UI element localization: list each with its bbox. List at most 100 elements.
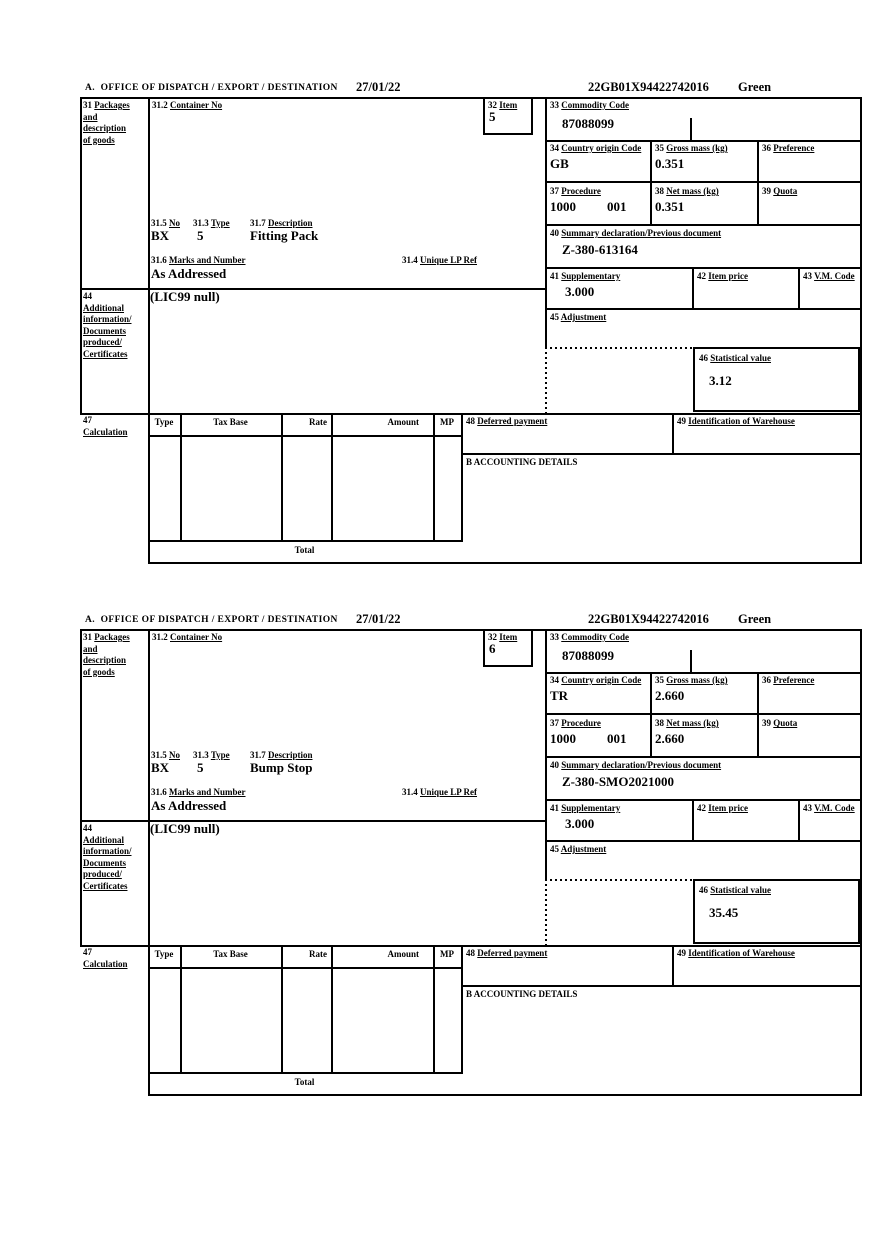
- divider: [80, 820, 547, 822]
- divider: [798, 799, 800, 842]
- divider: [757, 140, 759, 226]
- box34-label: 34 Country origin Code: [550, 675, 642, 685]
- dotted-divider: [545, 879, 695, 881]
- net-mass-value: 2.660: [655, 731, 685, 746]
- box34-label: 34 Country origin Code: [550, 143, 642, 153]
- commodity-subdivider: [690, 650, 692, 672]
- box31-4-label: 31.4 Unique LP Ref: [402, 255, 478, 265]
- box31-6-label: 31.6 Marks and Number: [151, 255, 246, 265]
- gross-mass-value: 0.351: [655, 156, 685, 171]
- box32-item: 32 Item 5: [483, 97, 533, 135]
- col-rate-header: Rate: [309, 949, 327, 959]
- commodity-code-value: 87088099: [562, 648, 614, 663]
- col-mp-header: MP: [440, 949, 454, 959]
- box47-label: 47 Calculation: [83, 415, 128, 437]
- procedure-qualifier-value: 001: [607, 199, 627, 214]
- border-bottom: [148, 1094, 862, 1096]
- divider: [757, 672, 759, 758]
- divider: [148, 540, 463, 542]
- supplementary-value: 3.000: [565, 284, 595, 299]
- entry-reference: 22GB01X94422742016: [588, 612, 709, 626]
- col-type-header: Type: [154, 417, 174, 427]
- statistical-value: 35.45: [709, 905, 739, 920]
- declaration-item-block-6: A. OFFICE OF DISPATCH / EXPORT / DESTINA…: [80, 612, 862, 1160]
- box46-label: 46 Statistical value: [699, 353, 771, 363]
- divider: [180, 945, 182, 1074]
- divider: [148, 1072, 463, 1074]
- box41-label: 41 Supplementary: [550, 271, 621, 281]
- box38-label: 38 Net mass (kg): [655, 718, 719, 728]
- divider: [80, 288, 547, 290]
- box46-statistical-value: 46 Statistical value 35.45: [693, 879, 860, 944]
- divider: [545, 799, 862, 801]
- procedure-qualifier-value: 001: [607, 731, 627, 746]
- divider: [148, 435, 463, 437]
- divider: [148, 629, 150, 1096]
- box31-3-label: 31.3 Type: [193, 750, 230, 760]
- divider: [650, 672, 652, 758]
- divider: [545, 181, 862, 183]
- statistical-value: 3.12: [709, 373, 732, 388]
- col-tax-base-header: Tax Base: [213, 949, 248, 959]
- total-label: Total: [294, 1077, 315, 1087]
- box37-label: 37 Procedure: [550, 718, 601, 728]
- accounting-details-title: B ACCOUNTING DETAILS: [466, 989, 578, 999]
- box31-5-label: 31.5 No: [151, 218, 180, 228]
- box31-2-label: 31.2 Container No: [152, 100, 223, 110]
- divider: [692, 799, 694, 842]
- divider: [650, 140, 652, 226]
- col-type-header: Type: [154, 949, 174, 959]
- divider: [433, 945, 435, 1074]
- box32-label: 32 Item: [488, 632, 518, 642]
- packages-description-value: Fitting Pack: [250, 228, 319, 243]
- divider: [545, 756, 862, 758]
- commodity-code-value: 87088099: [562, 116, 614, 131]
- box39-label: 39 Quota: [762, 718, 798, 728]
- divider: [461, 413, 463, 542]
- col-rate-header: Rate: [309, 417, 327, 427]
- divider: [80, 945, 862, 947]
- declaration-sheet: 31 Packages and description of goods 31.…: [80, 97, 862, 564]
- divider: [545, 97, 547, 349]
- box40-label: 40 Summary declaration/Previous document: [550, 760, 722, 770]
- col-tax-base-header: Tax Base: [213, 417, 248, 427]
- box40-label: 40 Summary declaration/Previous document: [550, 228, 722, 238]
- packages-description-value: Bump Stop: [250, 760, 313, 775]
- divider: [148, 967, 463, 969]
- divider: [433, 413, 435, 542]
- border-bottom: [148, 562, 862, 564]
- box48-label: 48 Deferred payment: [466, 416, 548, 426]
- procedure-value: 1000: [550, 199, 576, 214]
- declaration-sheet: 31 Packages and description of goods 31.…: [80, 629, 862, 1096]
- item-number-value: 6: [489, 641, 496, 656]
- box42-label: 42 Item price: [697, 271, 748, 281]
- block-header: A. OFFICE OF DISPATCH / EXPORT / DESTINA…: [80, 612, 862, 629]
- box36-label: 36 Preference: [762, 143, 815, 153]
- box44-label: 44 Additional information/ Documents pro…: [83, 291, 132, 359]
- border-left: [80, 97, 82, 415]
- box45-label: 45 Adjustment: [550, 312, 607, 322]
- box43-label: 43 V.M. Code: [803, 803, 855, 813]
- box31-3-label: 31.3 Type: [193, 218, 230, 228]
- box31-2-label: 31.2 Container No: [152, 632, 223, 642]
- box31-7-label: 31.7 Description: [250, 218, 313, 228]
- divider: [545, 840, 862, 842]
- box39-label: 39 Quota: [762, 186, 798, 196]
- border-top: [80, 97, 862, 99]
- box44-label: 44 Additional information/ Documents pro…: [83, 823, 132, 891]
- box36-label: 36 Preference: [762, 675, 815, 685]
- acceptance-date: 27/01/22: [356, 80, 401, 94]
- packages-type-value: 5: [197, 228, 204, 243]
- dotted-divider: [545, 347, 695, 349]
- box47-label: 47 Calculation: [83, 947, 128, 969]
- route-indicator: Green: [738, 80, 772, 94]
- packages-type-value: 5: [197, 760, 204, 775]
- country-origin-value: TR: [550, 688, 569, 703]
- net-mass-value: 0.351: [655, 199, 685, 214]
- block-header: A. OFFICE OF DISPATCH / EXPORT / DESTINA…: [80, 80, 862, 97]
- divider: [545, 140, 862, 142]
- country-origin-value: GB: [550, 156, 569, 171]
- border-top: [80, 629, 862, 631]
- marks-and-number-value: As Addressed: [151, 798, 227, 813]
- entry-reference: 22GB01X94422742016: [588, 80, 709, 94]
